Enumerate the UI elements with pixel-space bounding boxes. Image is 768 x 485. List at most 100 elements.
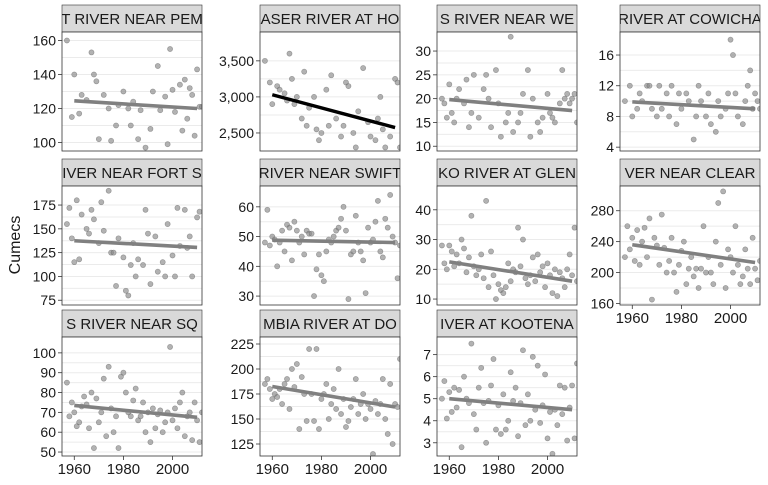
panel-border <box>61 185 203 306</box>
data-point <box>561 284 568 291</box>
data-point <box>685 265 692 272</box>
data-point <box>360 65 367 71</box>
data-point <box>159 259 166 266</box>
data-point <box>286 406 293 412</box>
data-point <box>142 206 149 213</box>
trend-line <box>271 384 396 409</box>
data-point <box>517 263 524 270</box>
data-point <box>468 340 475 347</box>
data-point <box>149 405 156 412</box>
data-point <box>88 49 95 56</box>
data-point <box>493 426 499 433</box>
data-point <box>690 136 697 143</box>
y-tick-label: 125 <box>231 436 255 452</box>
data-point <box>569 95 575 102</box>
data-point <box>700 223 707 230</box>
panel-border <box>259 336 401 457</box>
data-point <box>191 132 198 139</box>
data-point <box>338 133 344 140</box>
data-point <box>678 105 685 112</box>
data-point <box>744 82 751 89</box>
data-point <box>186 233 193 240</box>
data-point <box>490 272 497 279</box>
data-point <box>470 71 477 78</box>
data-points <box>622 36 760 143</box>
data-point <box>626 246 633 253</box>
y-tick-label: 175 <box>33 197 57 213</box>
data-point <box>527 133 534 140</box>
data-point <box>717 113 724 120</box>
data-point <box>624 223 631 230</box>
data-point <box>95 136 102 142</box>
data-point <box>707 269 714 276</box>
facet-strip-label: KO RIVER AT GLEN <box>438 165 576 182</box>
facet-strip-label: T RIVER NEAR PEM <box>61 11 202 28</box>
data-point <box>734 113 741 120</box>
data-point <box>747 67 754 74</box>
data-point <box>362 290 369 296</box>
data-point <box>140 262 146 268</box>
data-point <box>734 261 741 268</box>
data-point <box>520 90 526 97</box>
data-point <box>443 415 450 422</box>
data-point <box>372 137 379 144</box>
data-point <box>466 124 472 131</box>
data-point <box>281 90 288 97</box>
data-point <box>720 188 727 195</box>
data-point <box>189 273 196 280</box>
data-point <box>656 261 663 268</box>
data-point <box>644 254 650 260</box>
y-tick-label: 90 <box>40 365 56 381</box>
data-point <box>663 90 670 97</box>
data-point <box>88 389 95 396</box>
data-point <box>81 393 88 400</box>
data-point <box>140 399 146 406</box>
facet-strip-label: S RIVER NEAR SQ <box>66 316 198 333</box>
x-tick-label: 1960 <box>58 461 91 478</box>
data-point <box>132 385 139 392</box>
data-point <box>524 391 531 398</box>
data-point <box>739 121 746 128</box>
data-point <box>357 248 364 255</box>
data-point <box>757 105 760 112</box>
data-point <box>443 114 450 121</box>
data-point <box>468 110 475 116</box>
facet-strip <box>436 309 578 338</box>
data-point <box>279 227 286 234</box>
y-tick-label: 30 <box>238 288 254 304</box>
data-point <box>564 90 571 97</box>
data-point <box>737 281 744 288</box>
panel-border <box>436 31 578 152</box>
data-point <box>194 214 200 221</box>
data-point <box>495 281 502 288</box>
data-point <box>108 137 115 144</box>
data-point <box>446 242 453 249</box>
data-point <box>105 105 112 112</box>
data-point <box>653 113 660 120</box>
data-point <box>78 211 85 218</box>
data-point <box>515 119 521 126</box>
data-point <box>566 100 573 107</box>
data-point <box>147 439 154 446</box>
data-point <box>83 225 90 232</box>
data-point <box>439 95 445 102</box>
data-point <box>693 113 700 120</box>
data-point <box>641 224 648 231</box>
panel-border <box>619 185 761 306</box>
y-tick-label: 20 <box>415 91 431 107</box>
data-point <box>189 92 196 98</box>
data-point <box>100 92 107 98</box>
data-point <box>722 285 729 291</box>
data-point <box>174 425 181 432</box>
y-tick-label: 12 <box>598 78 614 94</box>
data-point <box>164 141 171 148</box>
data-point <box>328 72 335 79</box>
data-point <box>439 395 445 402</box>
data-point <box>622 254 628 260</box>
facet-strip <box>619 158 761 187</box>
data-point <box>574 278 577 285</box>
data-points <box>262 50 400 151</box>
data-point <box>493 67 499 73</box>
data-point <box>379 126 386 133</box>
data-point <box>453 251 460 258</box>
